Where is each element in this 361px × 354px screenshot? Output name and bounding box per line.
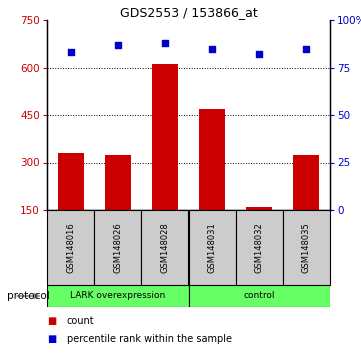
Bar (47, 285, 188, 307)
Text: percentile rank within the sample: percentile rank within the sample (67, 334, 232, 344)
Text: count: count (67, 316, 95, 326)
Text: GSM148031: GSM148031 (208, 222, 217, 273)
Bar (236, 210, 283, 285)
Point (115, 42, 121, 47)
Text: ■: ■ (47, 334, 56, 344)
Bar (283, 210, 330, 285)
Text: ■: ■ (47, 316, 56, 326)
Bar (142, 210, 188, 285)
Bar (188, 210, 236, 285)
Point (68, 50, 74, 55)
Text: GSM148032: GSM148032 (255, 222, 264, 273)
Bar (293, 155, 319, 210)
Text: GSM148028: GSM148028 (160, 222, 169, 273)
Text: LARK overexpression: LARK overexpression (70, 291, 165, 301)
Point (256, 51, 262, 57)
Text: control: control (244, 291, 275, 301)
Text: GSM148035: GSM148035 (302, 222, 311, 273)
Bar (105, 155, 131, 210)
Text: protocol: protocol (7, 291, 50, 301)
Bar (58, 153, 83, 210)
Title: GDS2553 / 153866_at: GDS2553 / 153866_at (119, 6, 257, 19)
Bar (47, 210, 94, 285)
Text: GSM148016: GSM148016 (66, 222, 75, 273)
Bar (199, 109, 225, 210)
Text: GSM148026: GSM148026 (113, 222, 122, 273)
Point (209, 46, 215, 51)
Point (162, 40, 168, 46)
Bar (94, 210, 142, 285)
Bar (152, 64, 178, 210)
Bar (246, 207, 272, 210)
Point (304, 46, 309, 51)
Bar (188, 285, 330, 307)
